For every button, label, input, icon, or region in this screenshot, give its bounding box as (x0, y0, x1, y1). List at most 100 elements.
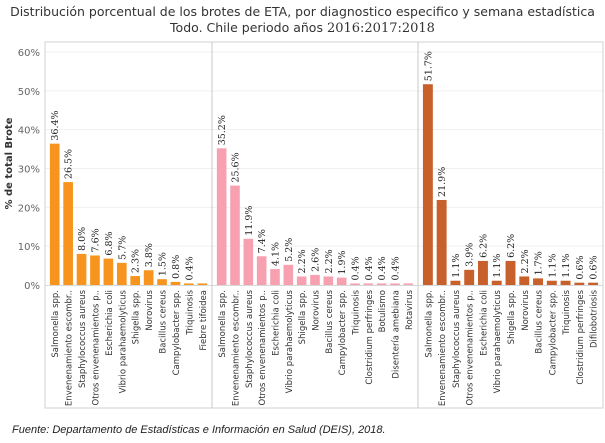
bar-2017-9 (336, 277, 347, 285)
bar-2017-6 (296, 276, 307, 285)
data-label: 0.8% (171, 255, 182, 279)
category-label: Disentería amebiana (392, 290, 402, 379)
bar-2017-14 (403, 283, 414, 285)
category-label: Bacillus cereus (159, 289, 169, 353)
bar-2017-2 (243, 238, 254, 285)
category-label: Staphylococcus aureus (78, 289, 88, 388)
category-label: Shigella spp. (298, 290, 308, 344)
bar-2016-3 (90, 255, 100, 285)
subtitle-prefix: Todo. Chile periodo años (170, 20, 327, 35)
data-label: 6.8% (104, 231, 115, 255)
bar-2018-4 (478, 260, 488, 285)
data-label: 35.2% (217, 115, 228, 145)
data-label: 0.4% (351, 256, 362, 280)
category-label: Triquinosis (185, 289, 195, 335)
bar-2016-10 (184, 283, 194, 285)
category-label: Salmonella spp. (218, 290, 228, 358)
y-tick-label: 60% (18, 48, 40, 59)
chart-title: Distribución porcentual de los brotes de… (10, 4, 595, 19)
data-label: 2.6% (311, 248, 322, 272)
data-label: 7.6% (90, 228, 101, 252)
bar-2018-1 (436, 199, 447, 285)
bar-2018-3 (464, 269, 475, 285)
category-label: Clostridium perfringes (576, 289, 586, 384)
category-label: Salmonella spp. (51, 290, 61, 358)
data-label: 11.9% (244, 206, 255, 236)
data-label: 51.7% (423, 51, 434, 81)
bar-2018-10 (560, 280, 571, 285)
bar-2017-11 (363, 283, 374, 285)
bar-2018-8 (533, 278, 543, 285)
bar-2017-8 (323, 276, 334, 285)
category-label: Staphylococcus aureus (245, 289, 255, 388)
category-label: Envenenamiento escombr.. (232, 290, 242, 406)
category-label: Escherichia coli (479, 290, 489, 356)
bar-2016-11 (197, 283, 208, 285)
category-label: Bacillus cereus (325, 289, 335, 353)
subtitle-years: 2016:2017:2018 (326, 21, 435, 36)
category-label: Otros envenenamientos p.. (91, 290, 101, 405)
data-label: 21.9% (437, 167, 448, 197)
bar-chart: 0% 10% 20% 30% 40% 50% 60% % de total Brote 36.4… (4, 41, 604, 409)
data-label: 1.7% (534, 251, 545, 275)
data-label: 36.4% (50, 110, 61, 140)
bar-2018-11 (574, 282, 585, 285)
bar-2016-0 (49, 143, 60, 285)
bar-2018-0 (422, 84, 433, 286)
data-label: 5.7% (117, 236, 128, 260)
data-label: 0.4% (377, 256, 388, 280)
data-label: 0.6% (589, 256, 600, 280)
data-label: 0.4% (364, 256, 375, 280)
category-label: Campylobacter spp. (338, 290, 348, 375)
data-label: 1.1% (451, 254, 462, 278)
bar-2016-2 (76, 253, 87, 285)
data-label: 2.2% (520, 249, 531, 273)
bar-2017-3 (256, 256, 267, 285)
category-label: Otros envenenamientos p.. (258, 290, 268, 405)
data-label: 26.5% (64, 149, 75, 179)
category-label: Bacillus cereus (535, 289, 545, 353)
bar-2018-9 (546, 280, 557, 285)
bar-2017-7 (310, 274, 320, 285)
bar-2018-6 (505, 260, 516, 285)
data-label: 0.6% (575, 256, 586, 280)
data-label: 1.9% (337, 250, 348, 274)
category-label: Campylobacter spp. (172, 290, 182, 375)
data-label: 1.1% (547, 254, 558, 278)
category-label: Staphylococcus aureus (452, 289, 462, 388)
bar-2018-5 (491, 280, 502, 285)
category-label: Vibrio parahaemolyticus (493, 289, 503, 393)
category-label: Escherichia coli (272, 290, 282, 356)
data-label: 1.5% (158, 252, 169, 276)
y-tick-label: 40% (18, 126, 40, 137)
y-tick-label: 0% (24, 281, 40, 292)
data-label: 1.1% (492, 254, 503, 278)
category-label: Difilobotriosis (590, 289, 600, 348)
category-label: Salmonella spp. (424, 290, 434, 358)
category-label: Fiebre tifoidea (199, 290, 209, 351)
bar-2016-8 (157, 279, 167, 285)
bar-2018-7 (519, 276, 530, 285)
category-label: Norovirus (145, 289, 155, 330)
data-label: 2.2% (324, 249, 335, 273)
data-label: 2.3% (131, 249, 142, 273)
data-label: 3.9% (465, 243, 476, 267)
bar-2016-1 (63, 182, 73, 285)
data-label: 7.4% (257, 229, 268, 253)
category-label: Vibrio parahaemolyticus (285, 289, 295, 393)
category-label: Rotavirus (405, 289, 415, 330)
data-label: 25.6% (231, 152, 242, 182)
bar-2016-9 (170, 281, 181, 285)
bar-2018-2 (450, 280, 461, 285)
bar-2017-1 (230, 185, 240, 285)
data-label: 4.1% (271, 242, 282, 266)
bar-2018-12 (588, 282, 599, 285)
category-label: Envenenamiento escombr.. (65, 290, 75, 406)
y-tick-label: 30% (18, 165, 40, 176)
data-label: 3.8% (144, 243, 155, 267)
category-label: Escherichia coli (105, 290, 115, 356)
data-label: 5.2% (284, 238, 295, 262)
bar-2017-10 (350, 283, 360, 285)
category-label: Otros envenenamientos p.. (466, 290, 476, 405)
category-label: Vibrio parahaemolyticus (118, 289, 128, 393)
